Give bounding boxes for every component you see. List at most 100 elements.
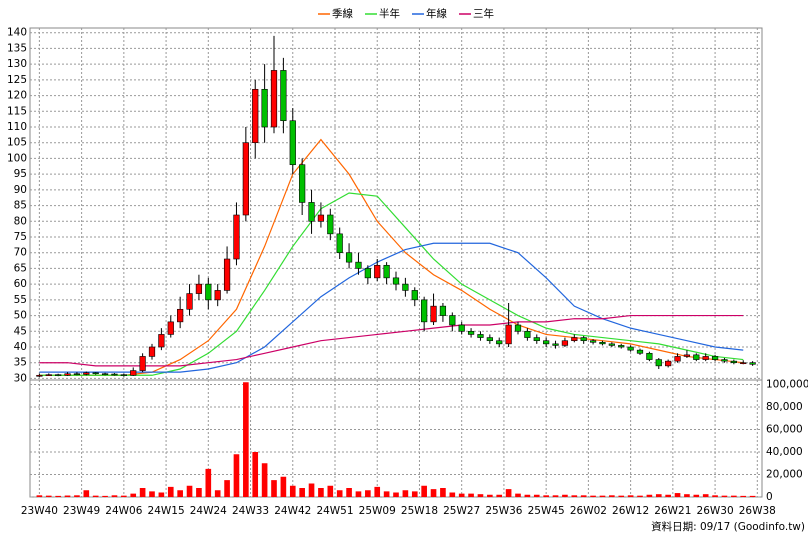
candle-body: [308, 202, 315, 222]
volume-bar: [196, 488, 202, 497]
x-tick-label: 26W02: [570, 505, 607, 517]
candle-body: [195, 283, 203, 294]
legend-label: 半年: [379, 7, 400, 20]
candle-body: [646, 352, 653, 360]
candle-body: [496, 340, 503, 345]
candle-body: [214, 290, 221, 301]
legend-label: 三年: [473, 7, 494, 20]
candle-body: [73, 373, 81, 376]
y-tick-label: 80: [14, 215, 27, 227]
ma-line: [39, 242, 744, 373]
volume-bar: [552, 495, 559, 497]
volume-bar: [374, 486, 381, 497]
candle-body: [449, 315, 456, 326]
volume-bar: [355, 491, 362, 497]
y-tick-label: 135: [7, 42, 27, 54]
x-tick-label: 26W30: [697, 505, 734, 517]
candle-body: [364, 268, 371, 279]
candle-body: [683, 354, 691, 357]
volume-bar: [468, 493, 474, 497]
x-tick-label: 24W42: [274, 505, 311, 517]
volume-bar: [308, 483, 315, 497]
candle-body: [458, 324, 465, 332]
x-tick-label: 24W24: [190, 505, 227, 517]
footnote: 資料日期: 09/17 (Goodinfo.tw): [651, 520, 805, 533]
volume-bar: [346, 488, 352, 497]
x-tick-label: 24W06: [105, 505, 142, 517]
volume-bar: [580, 495, 587, 497]
candle-body: [599, 341, 606, 345]
candle-body: [299, 164, 306, 203]
candle-body: [533, 337, 540, 342]
candle-body: [83, 372, 90, 375]
volume-bar: [440, 488, 446, 497]
candle-body: [477, 334, 484, 338]
volume-bar: [430, 489, 437, 497]
y-tick-label: 120: [7, 90, 27, 102]
candle-body: [327, 214, 334, 235]
candle-body: [261, 88, 268, 128]
plot-frame: [29, 27, 763, 498]
volume-bar: [243, 382, 249, 497]
x-tick-label: 25W36: [485, 505, 522, 517]
volume-bar: [505, 489, 512, 497]
volume-bar: [749, 495, 756, 497]
y-tick-label: 140: [7, 27, 27, 39]
volume-bar: [224, 480, 230, 497]
candle-body: [749, 362, 756, 365]
candle-body: [55, 374, 62, 376]
volume-bar: [411, 491, 418, 497]
candle-body: [524, 330, 531, 338]
volume-bar: [233, 454, 240, 497]
candle-body: [101, 373, 109, 376]
volume-bar: [45, 495, 52, 497]
volume-bar: [609, 495, 615, 497]
y2-tick-label: 80,000: [766, 401, 803, 413]
volume-bar: [712, 495, 718, 497]
y2-tick-label: 100,000: [766, 379, 808, 391]
x-tick-label: 26W12: [612, 505, 649, 517]
candle-body: [608, 343, 615, 346]
volume-bar: [590, 495, 596, 497]
x-tick-label: 25W18: [401, 505, 438, 517]
volume-bar: [271, 480, 277, 497]
candle-body: [430, 305, 437, 323]
y2-tick-label: 40,000: [766, 446, 803, 458]
volume-bar: [731, 495, 737, 497]
candle-body: [402, 283, 409, 291]
candle-body: [177, 308, 184, 323]
candle-body: [486, 337, 493, 342]
candle-body: [289, 120, 296, 166]
volume-bar: [111, 495, 118, 497]
candle-body: [392, 277, 400, 285]
y-tick-label: 40: [14, 341, 27, 353]
candle-body: [92, 372, 99, 375]
volume-bar: [261, 463, 268, 497]
ma-line: [39, 192, 744, 376]
x-tick-label: 23W40: [21, 505, 58, 517]
volume-bar: [684, 494, 690, 497]
y2-tick-label: 60,000: [766, 424, 803, 436]
y-tick-label: 85: [14, 200, 27, 212]
y-tick-label: 55: [14, 294, 27, 306]
volume-bar: [562, 494, 568, 497]
x-tick-label: 24W33: [232, 505, 269, 517]
y-tick-label: 65: [14, 262, 27, 274]
x-tick-label: 26W21: [654, 505, 691, 517]
y-tick-label: 35: [14, 357, 27, 369]
volume-bar: [449, 492, 456, 497]
volume-bar: [205, 468, 212, 497]
y-tick-label: 130: [7, 58, 27, 70]
y-tick-label: 115: [7, 105, 27, 117]
volume-bar: [402, 490, 409, 497]
volume-bar: [299, 488, 305, 497]
y2-tick-label: 0: [766, 491, 773, 503]
candle-body: [711, 356, 719, 360]
x-tick-label: 24W15: [148, 505, 185, 517]
ma-line: [39, 138, 744, 376]
candle-body: [655, 359, 662, 367]
candle-body: [467, 330, 475, 335]
candle-body: [36, 374, 43, 377]
candle-body: [589, 340, 597, 343]
